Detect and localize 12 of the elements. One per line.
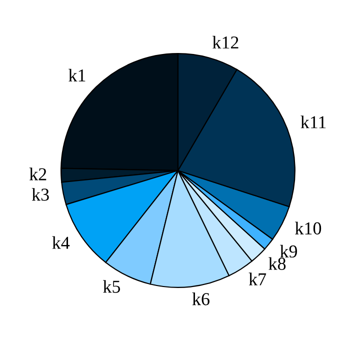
slice-label: k9	[280, 244, 297, 258]
slice-label: k8	[268, 257, 286, 270]
slice-label: k7	[248, 272, 266, 286]
slice-label: k11	[300, 116, 326, 128]
slice-label: k2	[29, 168, 46, 180]
slice-label: k10	[295, 222, 322, 234]
slice-label: k6	[192, 292, 210, 306]
slice-label: k12	[212, 36, 238, 48]
slice-label: k3	[32, 188, 49, 201]
slice-label: k1	[68, 68, 86, 82]
slice-label: k5	[103, 280, 120, 293]
slice-label: k4	[52, 236, 70, 249]
